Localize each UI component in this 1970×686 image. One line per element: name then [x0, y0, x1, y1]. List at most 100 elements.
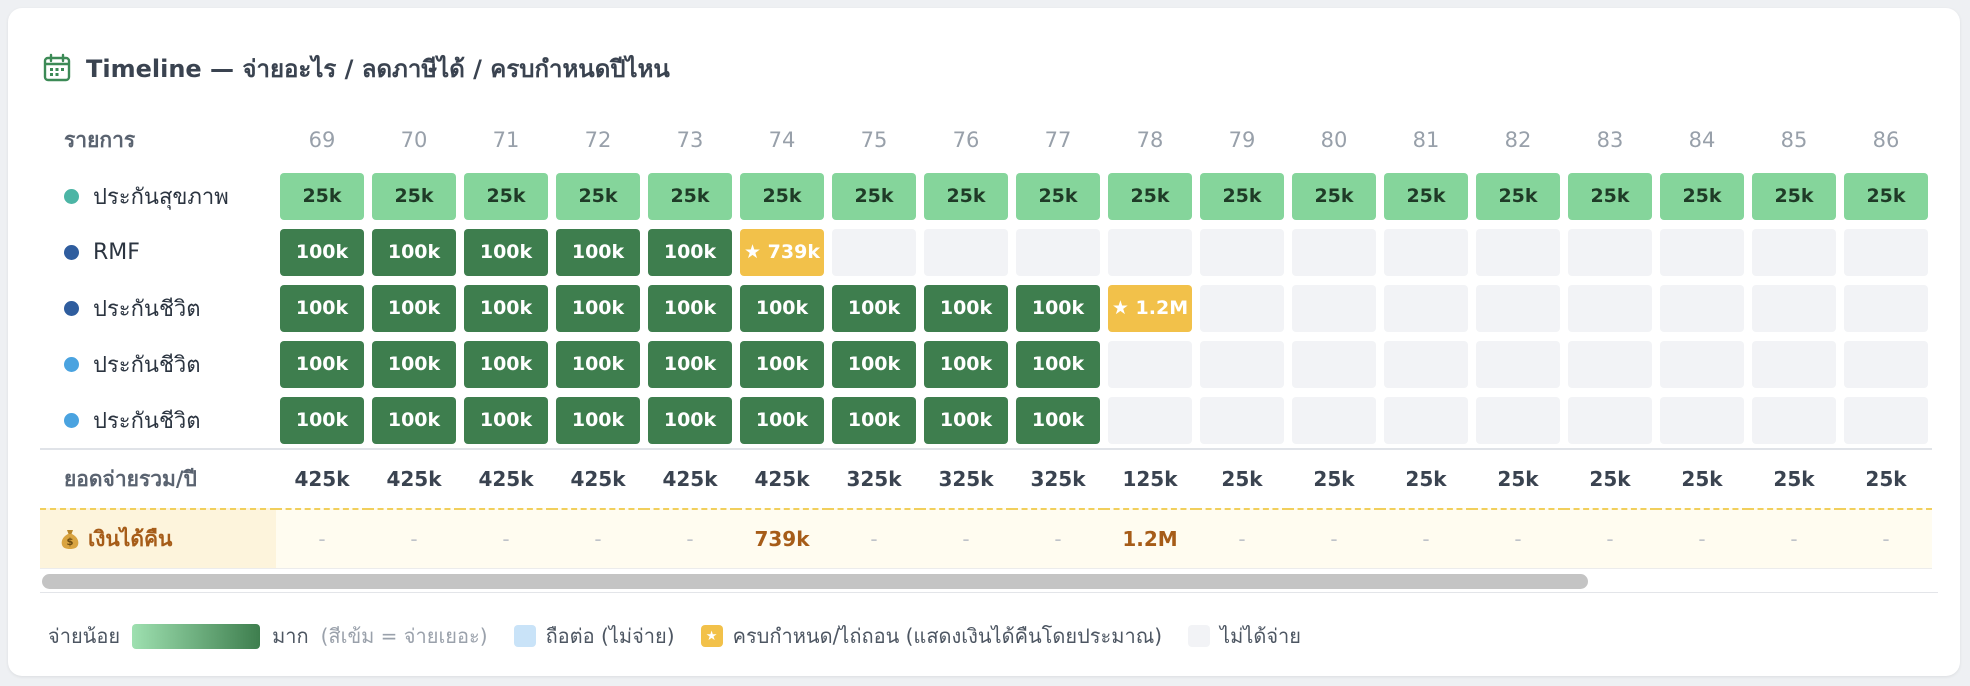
empty-cell[interactable]	[1752, 228, 1836, 276]
payment-cell[interactable]: 100k	[648, 396, 732, 444]
year-header: 83	[1596, 128, 1624, 152]
empty-cell[interactable]	[1844, 284, 1928, 332]
payment-cell[interactable]: 100k	[832, 340, 916, 388]
empty-cell[interactable]	[1200, 284, 1284, 332]
payment-cell[interactable]: 25k	[1384, 172, 1468, 220]
payment-cell[interactable]: 100k	[464, 284, 548, 332]
empty-cell[interactable]	[1384, 396, 1468, 444]
empty-cell[interactable]	[1660, 284, 1744, 332]
payment-cell[interactable]: 25k	[1016, 172, 1100, 220]
empty-cell[interactable]	[1292, 340, 1376, 388]
empty-cell[interactable]	[1200, 396, 1284, 444]
payment-cell[interactable]: 100k	[280, 396, 364, 444]
payment-cell[interactable]: 100k	[372, 396, 456, 444]
empty-cell[interactable]	[1476, 228, 1560, 276]
payment-cell[interactable]: 25k	[464, 172, 548, 220]
payment-cell[interactable]: 100k	[832, 284, 916, 332]
payment-cell[interactable]: 100k	[464, 396, 548, 444]
payment-cell[interactable]: 25k	[1108, 172, 1192, 220]
payment-cell[interactable]: 100k	[556, 340, 640, 388]
timeline-cell	[1288, 224, 1380, 280]
empty-cell[interactable]	[1384, 228, 1468, 276]
payment-cell[interactable]: 25k	[648, 172, 732, 220]
empty-cell[interactable]	[1108, 396, 1192, 444]
payment-cell[interactable]: 100k	[740, 340, 824, 388]
empty-cell[interactable]	[1108, 340, 1192, 388]
year-header: 79	[1228, 128, 1256, 152]
empty-cell[interactable]	[1752, 340, 1836, 388]
payment-cell[interactable]: 100k	[280, 228, 364, 276]
payment-cell[interactable]: 25k	[1844, 172, 1928, 220]
empty-cell[interactable]	[1384, 284, 1468, 332]
payment-cell[interactable]: 25k	[1292, 172, 1376, 220]
empty-cell[interactable]	[1200, 228, 1284, 276]
payment-cell[interactable]: 25k	[280, 172, 364, 220]
empty-cell[interactable]	[1384, 340, 1468, 388]
payment-cell[interactable]: 100k	[1016, 340, 1100, 388]
empty-cell[interactable]	[1476, 340, 1560, 388]
payment-cell[interactable]: 100k	[924, 396, 1008, 444]
payment-cell[interactable]: 25k	[1476, 172, 1560, 220]
payment-cell[interactable]: 25k	[1200, 172, 1284, 220]
empty-cell[interactable]	[832, 228, 916, 276]
empty-cell[interactable]	[1292, 228, 1376, 276]
totals-label: ยอดจ่ายรวม/ปี	[40, 448, 276, 508]
scrollbar-thumb[interactable]	[42, 574, 1588, 589]
empty-cell[interactable]	[1292, 396, 1376, 444]
payment-cell[interactable]: 25k	[556, 172, 640, 220]
empty-cell[interactable]	[1660, 228, 1744, 276]
payment-cell[interactable]: 25k	[832, 172, 916, 220]
payment-cell[interactable]: 100k	[648, 284, 732, 332]
empty-cell[interactable]	[1844, 340, 1928, 388]
maturity-cell[interactable]: ★ 1.2M	[1108, 284, 1192, 332]
empty-cell[interactable]	[924, 228, 1008, 276]
empty-cell[interactable]	[1660, 396, 1744, 444]
payment-cell[interactable]: 100k	[924, 340, 1008, 388]
payment-cell[interactable]: 100k	[556, 396, 640, 444]
payment-cell[interactable]: 100k	[1016, 284, 1100, 332]
horizontal-scrollbar[interactable]	[40, 570, 1938, 593]
payment-cell[interactable]: 100k	[372, 284, 456, 332]
payment-cell[interactable]: 100k	[740, 396, 824, 444]
payment-cell[interactable]: 100k	[648, 340, 732, 388]
payment-cell[interactable]: 25k	[372, 172, 456, 220]
payment-cell[interactable]: 25k	[1660, 172, 1744, 220]
timeline-cell: 100k	[552, 336, 644, 392]
payment-cell[interactable]: 25k	[1752, 172, 1836, 220]
payment-cell[interactable]: 100k	[464, 340, 548, 388]
empty-cell[interactable]	[1568, 396, 1652, 444]
empty-cell[interactable]	[1476, 396, 1560, 444]
empty-cell[interactable]	[1844, 396, 1928, 444]
payment-cell[interactable]: 100k	[556, 284, 640, 332]
maturity-cell[interactable]: ★ 739k	[740, 228, 824, 276]
empty-cell[interactable]	[1016, 228, 1100, 276]
payment-cell[interactable]: 100k	[648, 228, 732, 276]
payment-cell[interactable]: 100k	[372, 340, 456, 388]
payment-cell[interactable]: 100k	[280, 284, 364, 332]
payment-cell[interactable]: 100k	[1016, 396, 1100, 444]
payment-cell[interactable]: 25k	[1568, 172, 1652, 220]
empty-cell[interactable]	[1108, 228, 1192, 276]
payment-cell[interactable]: 100k	[924, 284, 1008, 332]
empty-cell[interactable]	[1660, 340, 1744, 388]
payment-cell[interactable]: 100k	[372, 228, 456, 276]
timeline-cell: 25k	[1564, 168, 1656, 224]
empty-cell[interactable]	[1292, 284, 1376, 332]
empty-cell[interactable]	[1476, 284, 1560, 332]
empty-cell[interactable]	[1844, 228, 1928, 276]
timeline-cell	[1380, 392, 1472, 448]
empty-cell[interactable]	[1568, 228, 1652, 276]
payment-cell[interactable]: 100k	[556, 228, 640, 276]
empty-cell[interactable]	[1568, 284, 1652, 332]
payment-cell[interactable]: 100k	[464, 228, 548, 276]
payment-cell[interactable]: 100k	[740, 284, 824, 332]
empty-cell[interactable]	[1200, 340, 1284, 388]
payment-cell[interactable]: 100k	[280, 340, 364, 388]
payment-cell[interactable]: 100k	[832, 396, 916, 444]
payment-cell[interactable]: 25k	[740, 172, 824, 220]
payment-cell[interactable]: 25k	[924, 172, 1008, 220]
timeline-scroll-area[interactable]: รายการ 69 70 71 72 73 74 75 76 77 78 79 80 81 82 83 84 8…	[40, 112, 1938, 592]
empty-cell[interactable]	[1752, 396, 1836, 444]
empty-cell[interactable]	[1752, 284, 1836, 332]
empty-cell[interactable]	[1568, 340, 1652, 388]
